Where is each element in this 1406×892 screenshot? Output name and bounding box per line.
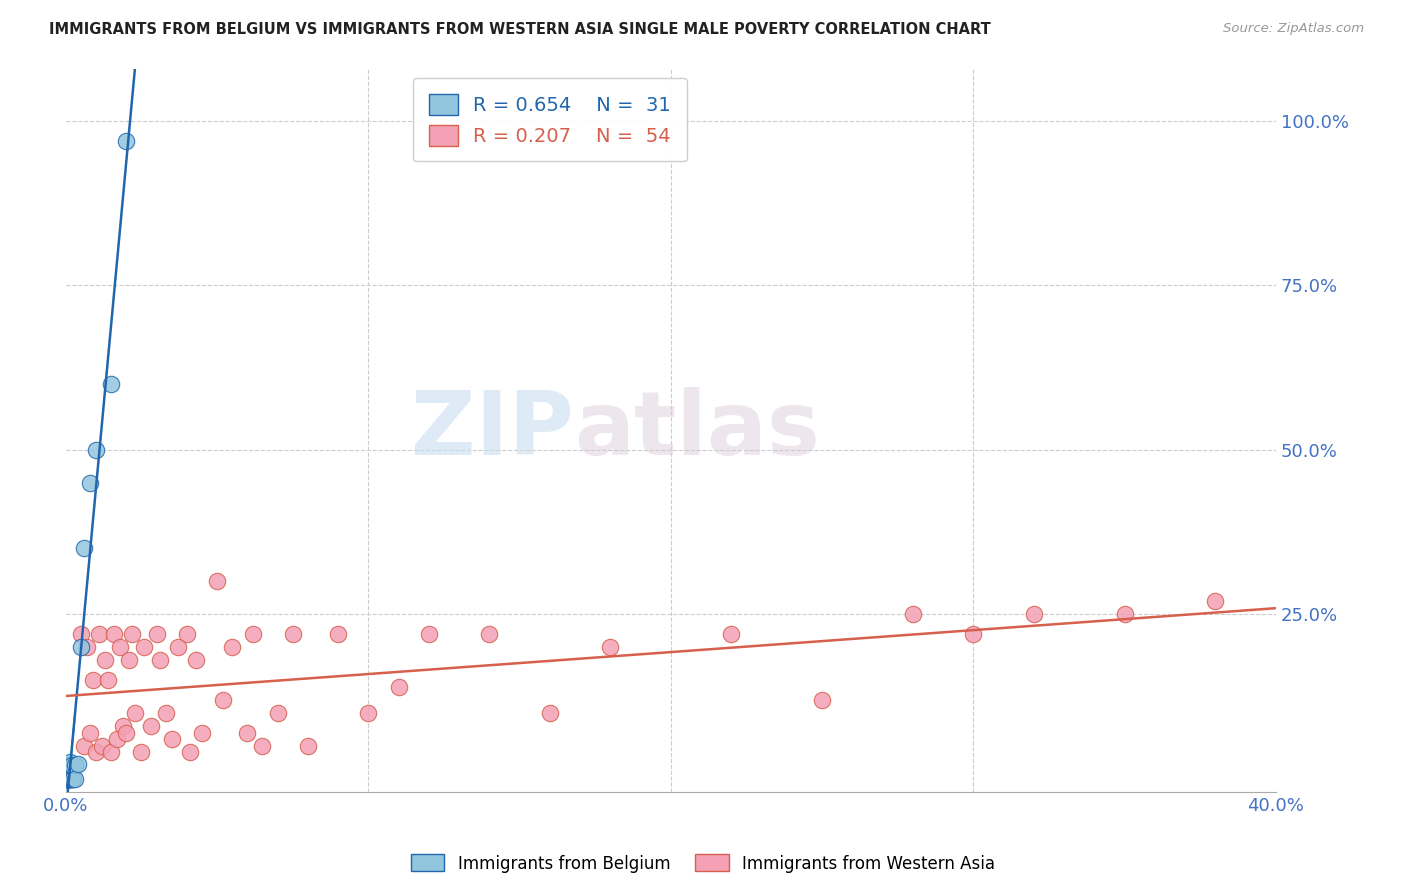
Point: [478, 627, 501, 641]
Point: [118, 653, 141, 667]
Point: [105, 732, 128, 747]
Point: [56, 772, 79, 786]
Point: [281, 627, 304, 641]
Point: [56, 772, 79, 786]
Point: [59, 772, 82, 786]
Point: [70, 627, 93, 641]
Point: [62, 772, 84, 786]
Point: [134, 640, 156, 654]
Legend: R = 0.654    N =  31, R = 0.207    N =  54: R = 0.654 N = 31, R = 0.207 N = 54: [413, 78, 686, 161]
Point: [97, 673, 120, 687]
Point: [538, 706, 561, 720]
Point: [55, 772, 77, 786]
Point: [124, 706, 146, 720]
Point: [87, 627, 110, 641]
Point: [139, 719, 162, 733]
Text: IMMIGRANTS FROM BELGIUM VS IMMIGRANTS FROM WESTERN ASIA SINGLE MALE POVERTY CORR: IMMIGRANTS FROM BELGIUM VS IMMIGRANTS FR…: [49, 22, 991, 37]
Point: [242, 627, 264, 641]
Point: [387, 680, 409, 694]
Point: [901, 607, 924, 622]
Point: [357, 706, 380, 720]
Point: [266, 706, 288, 720]
Point: [55, 772, 77, 786]
Point: [184, 653, 207, 667]
Point: [110, 640, 132, 654]
Point: [60, 772, 83, 786]
Point: [179, 745, 201, 759]
Point: [160, 732, 183, 747]
Point: [962, 627, 984, 641]
Point: [84, 442, 107, 457]
Point: [58, 762, 80, 776]
Point: [149, 653, 172, 667]
Point: [58, 772, 80, 786]
Point: [56, 772, 79, 786]
Point: [56, 772, 79, 786]
Point: [56, 772, 79, 786]
Point: [60, 772, 83, 786]
Point: [70, 640, 93, 654]
Point: [599, 640, 621, 654]
Point: [59, 755, 82, 769]
Point: [236, 725, 259, 739]
Point: [63, 772, 86, 786]
Point: [60, 758, 83, 772]
Point: [100, 745, 122, 759]
Point: [94, 653, 117, 667]
Point: [212, 692, 235, 706]
Point: [84, 745, 107, 759]
Point: [176, 627, 198, 641]
Point: [55, 772, 77, 786]
Point: [121, 627, 143, 641]
Point: [205, 574, 228, 589]
Point: [720, 627, 742, 641]
Point: [191, 725, 214, 739]
Point: [166, 640, 188, 654]
Legend: Immigrants from Belgium, Immigrants from Western Asia: Immigrants from Belgium, Immigrants from…: [405, 847, 1001, 880]
Point: [145, 627, 167, 641]
Point: [103, 627, 125, 641]
Point: [221, 640, 243, 654]
Point: [297, 739, 319, 753]
Point: [58, 772, 80, 786]
Point: [100, 377, 122, 392]
Point: [79, 475, 101, 490]
Point: [59, 758, 82, 772]
Point: [91, 739, 114, 753]
Text: Source: ZipAtlas.com: Source: ZipAtlas.com: [1223, 22, 1364, 36]
Point: [131, 745, 153, 759]
Point: [811, 692, 834, 706]
Point: [58, 772, 80, 786]
Point: [63, 758, 86, 772]
Point: [155, 706, 177, 720]
Point: [1022, 607, 1045, 622]
Text: atlas: atlas: [574, 386, 820, 474]
Point: [252, 739, 274, 753]
Point: [79, 725, 101, 739]
Point: [115, 725, 138, 739]
Point: [115, 134, 138, 148]
Point: [73, 541, 96, 556]
Point: [58, 768, 80, 782]
Point: [1114, 607, 1136, 622]
Point: [418, 627, 440, 641]
Text: ZIP: ZIP: [412, 386, 574, 474]
Point: [76, 640, 98, 654]
Point: [82, 673, 104, 687]
Point: [326, 627, 349, 641]
Point: [58, 764, 80, 779]
Point: [112, 719, 135, 733]
Point: [58, 772, 80, 786]
Point: [66, 757, 89, 772]
Point: [73, 739, 96, 753]
Point: [1204, 594, 1226, 608]
